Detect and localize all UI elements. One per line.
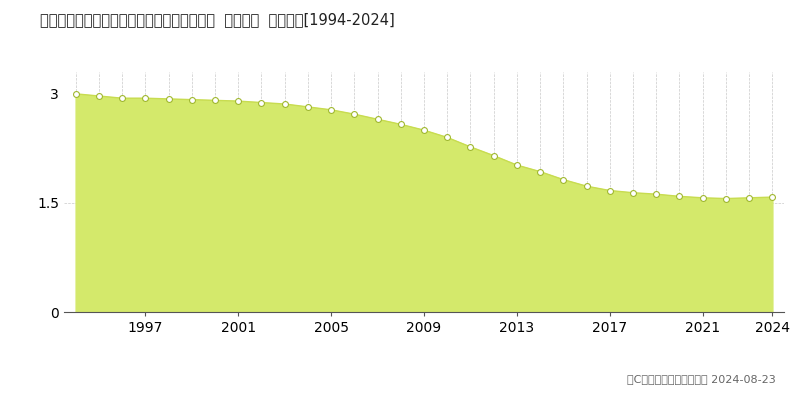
Point [557, 176, 570, 183]
Point [441, 134, 454, 141]
Point [209, 97, 222, 104]
Point [232, 98, 245, 104]
Text: （C）土地価格ドットコム 2024-08-23: （C）土地価格ドットコム 2024-08-23 [627, 374, 776, 384]
Point [139, 95, 152, 101]
Point [278, 101, 291, 107]
Text: 北海道上川郡清水町南２条西４丁目７番２外  地価公示  地価推移[1994-2024]: 北海道上川郡清水町南２条西４丁目７番２外 地価公示 地価推移[1994-2024… [40, 12, 394, 27]
Point [371, 116, 384, 122]
Point [255, 99, 268, 106]
Point [116, 95, 129, 101]
Point [464, 144, 477, 150]
Point [766, 194, 778, 200]
Point [580, 183, 593, 189]
Point [510, 162, 523, 168]
Point [348, 111, 361, 117]
Point [487, 152, 500, 159]
Point [650, 191, 662, 197]
Point [70, 91, 82, 97]
Point [162, 96, 175, 102]
Point [742, 195, 755, 201]
Point [673, 193, 686, 200]
Point [719, 195, 732, 202]
Point [394, 121, 407, 128]
Point [325, 107, 338, 113]
Point [603, 187, 616, 194]
Point [186, 96, 198, 103]
Point [696, 195, 709, 201]
Point [626, 190, 639, 196]
Point [418, 127, 430, 133]
Point [302, 104, 314, 110]
Point [534, 168, 546, 175]
Point [93, 93, 106, 99]
